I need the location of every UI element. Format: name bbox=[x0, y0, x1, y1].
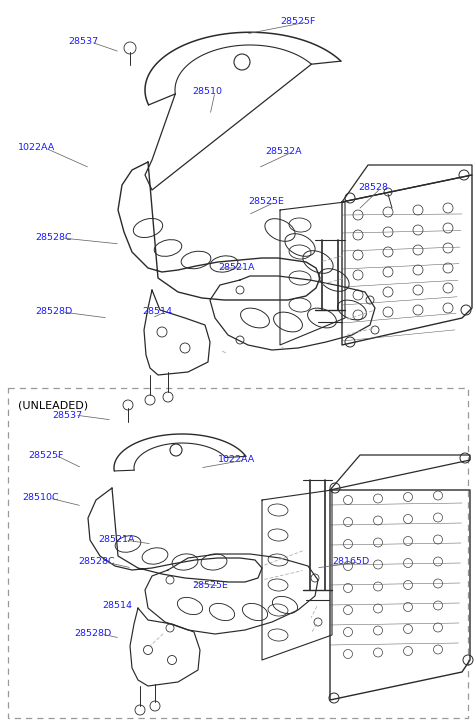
Text: 1022AA: 1022AA bbox=[18, 143, 55, 153]
Text: 28521A: 28521A bbox=[98, 536, 134, 545]
Text: 28514: 28514 bbox=[142, 308, 172, 316]
Text: 28528D: 28528D bbox=[35, 308, 72, 316]
Text: 28537: 28537 bbox=[52, 411, 82, 419]
Text: 28514: 28514 bbox=[102, 601, 132, 611]
Text: 28525E: 28525E bbox=[248, 198, 284, 206]
Text: 1022AA: 1022AA bbox=[218, 456, 255, 465]
Text: 28525E: 28525E bbox=[192, 582, 228, 590]
Text: 28532A: 28532A bbox=[265, 148, 302, 156]
Text: 28510: 28510 bbox=[192, 87, 222, 97]
Text: 28528C: 28528C bbox=[78, 558, 114, 566]
Text: 28510C: 28510C bbox=[22, 494, 58, 502]
Text: 28528: 28528 bbox=[358, 183, 388, 193]
Text: 28521A: 28521A bbox=[218, 263, 255, 273]
Text: 28165D: 28165D bbox=[332, 558, 369, 566]
Text: 28528D: 28528D bbox=[74, 630, 111, 638]
Text: 28525F: 28525F bbox=[28, 451, 63, 459]
Bar bbox=[8, 388, 468, 718]
Text: (UNLEADED): (UNLEADED) bbox=[18, 400, 88, 410]
Text: 28528C: 28528C bbox=[35, 233, 72, 243]
Text: 28525F: 28525F bbox=[280, 17, 315, 26]
Text: 28537: 28537 bbox=[68, 38, 98, 47]
